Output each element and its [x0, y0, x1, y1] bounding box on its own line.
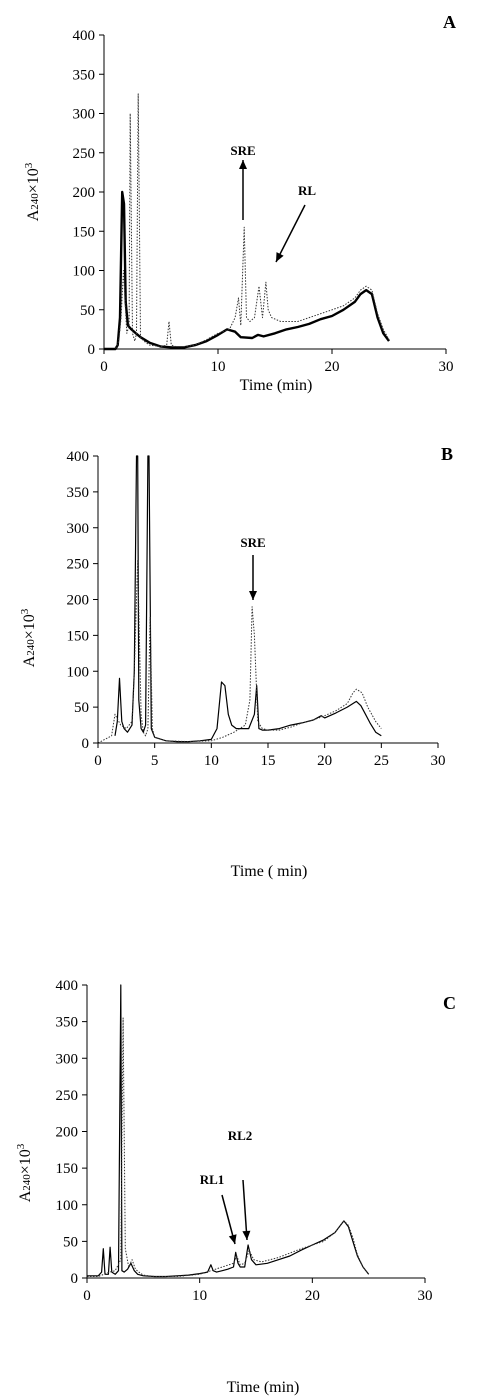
- panel-label-a: A: [443, 12, 456, 32]
- annotation-label: RL1: [200, 1172, 225, 1187]
- y-tick-label: 150: [56, 1161, 79, 1177]
- y-tick-label: 400: [73, 28, 96, 44]
- x-tick-label: 10: [204, 753, 219, 769]
- annotation-label: RL: [298, 183, 316, 198]
- panel-c: 0 50 100 150 200 250 300 350 400 0 10 20 30 C Time (…: [15, 978, 456, 1396]
- x-tick-label: 10: [211, 359, 226, 375]
- panel-a: 0 50 100 150 200 250 300 350 400 0 10 20 30 A Time (…: [23, 12, 456, 394]
- y-tick-label: 350: [56, 1015, 79, 1031]
- x-tick-label: 20: [305, 1288, 320, 1304]
- axes-c: 0 50 100 150 200 250 300 350 400 0 10 20 30: [56, 978, 433, 1304]
- series-line-b-2: [97, 559, 382, 744]
- x-tick-label: 30: [418, 1288, 433, 1304]
- annotation-arrowhead: [276, 252, 284, 262]
- y-tick-label: 0: [71, 1271, 79, 1287]
- y-tick-label: 300: [73, 107, 96, 123]
- y-tick-label: 250: [73, 146, 96, 162]
- x-tick-label: 0: [100, 359, 108, 375]
- annotation-arrowhead: [228, 1234, 237, 1244]
- x-axis-label-a: Time (min): [240, 377, 313, 394]
- y-tick-label: 0: [82, 736, 90, 752]
- y-tick-label: 200: [56, 1125, 79, 1141]
- panel-b: 0 50 100 150 200 250 300 350 400 0 5 10 15 20 25 30 B T…: [19, 444, 453, 880]
- y-tick-label: 300: [67, 521, 90, 537]
- x-tick-label: 30: [431, 753, 446, 769]
- annotation-arrowhead: [239, 160, 247, 169]
- y-tick-label: 50: [80, 303, 95, 319]
- y-tick-label: 150: [67, 628, 90, 644]
- x-tick-label: 10: [192, 1288, 207, 1304]
- y-tick-label: 0: [88, 342, 96, 358]
- series-line-a-1: [104, 190, 390, 351]
- annotation-arrowhead: [249, 591, 257, 600]
- y-axis-label-a: A240×103: [23, 162, 42, 221]
- annotation-label: SRE: [240, 535, 265, 550]
- y-tick-label: 200: [73, 185, 96, 201]
- x-tick-label: 5: [151, 753, 159, 769]
- panel-label-c: C: [443, 993, 456, 1013]
- y-tick-label: 100: [56, 1198, 79, 1214]
- y-tick-label: 100: [73, 264, 96, 280]
- y-axis-label-c: A240×103: [15, 1143, 34, 1202]
- x-tick-label: 30: [439, 359, 454, 375]
- x-axis-label-b: Time ( min): [231, 863, 308, 880]
- x-tick-label: 20: [317, 753, 332, 769]
- x-tick-label: 15: [261, 753, 276, 769]
- annotation-arrow: [242, 1179, 248, 1241]
- y-tick-label: 250: [56, 1088, 79, 1104]
- y-tick-label: 350: [73, 67, 96, 83]
- y-tick-label: 350: [67, 485, 90, 501]
- y-tick-label: 50: [63, 1234, 78, 1250]
- y-tick-label: 400: [67, 449, 90, 465]
- annotation-arrowhead: [242, 1230, 251, 1240]
- y-tick-label: 200: [67, 593, 90, 609]
- y-tick-label: 300: [56, 1051, 79, 1067]
- y-tick-label: 400: [56, 978, 79, 994]
- x-tick-label: 0: [83, 1288, 91, 1304]
- series-line-c-1: [87, 984, 370, 1278]
- axes-b: 0 50 100 150 200 250 300 350 400 0 5 10 15 20 25 30: [67, 449, 446, 769]
- x-tick-label: 20: [325, 359, 340, 375]
- y-tick-label: 150: [73, 224, 96, 240]
- annotation-arrow: [275, 204, 306, 263]
- annotation-label: RL2: [228, 1128, 253, 1143]
- y-tick-label: 50: [74, 700, 89, 716]
- x-axis-label-c: Time (min): [227, 1379, 300, 1396]
- axes-a: 0 50 100 150 200 250 300 350 400 0 10 20 30: [73, 28, 454, 375]
- x-tick-label: 25: [374, 753, 389, 769]
- series-line-a-2: [104, 93, 390, 350]
- y-tick-label: 250: [67, 557, 90, 573]
- x-tick-label: 0: [94, 753, 102, 769]
- y-tick-label: 100: [67, 664, 90, 680]
- series-line-b-1: [114, 455, 382, 743]
- y-axis-label-b: A240×103: [19, 608, 38, 667]
- annotation-label: SRE: [230, 143, 255, 158]
- panel-label-b: B: [441, 444, 453, 464]
